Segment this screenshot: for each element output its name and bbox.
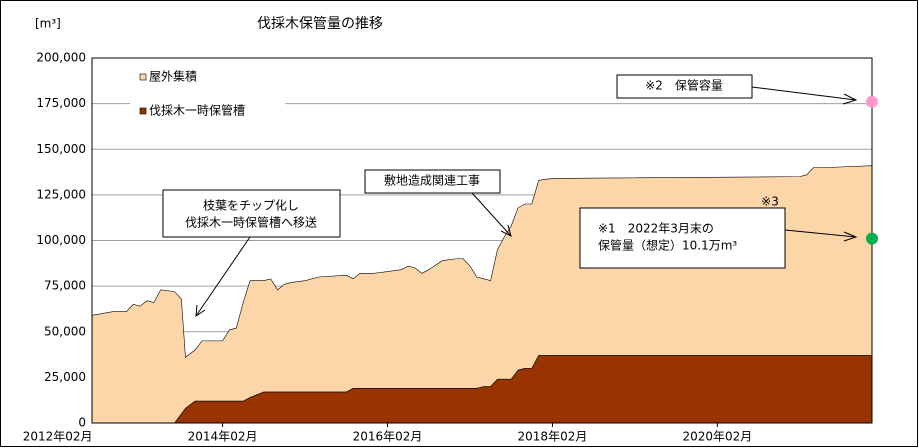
y-tick-label: 200,000 bbox=[36, 51, 86, 65]
chart-title: 伐採木保管量の推移 bbox=[257, 16, 383, 32]
annotation-box bbox=[579, 207, 786, 269]
annotation-text: ※3 bbox=[761, 195, 779, 209]
arrow-head bbox=[195, 304, 206, 317]
annotation-text: ※2 保管容量 bbox=[645, 78, 723, 93]
legend-box bbox=[130, 62, 285, 130]
annotation-box bbox=[616, 74, 753, 99]
arrow bbox=[471, 192, 512, 237]
y-tick-label: 175,000 bbox=[36, 96, 86, 110]
x-tick-label: 2018年02月 bbox=[518, 430, 588, 444]
x-tick-label: 2016年02月 bbox=[353, 430, 423, 444]
y-tick-label: 75,000 bbox=[44, 279, 86, 293]
arrow bbox=[195, 236, 251, 317]
legend-swatch bbox=[139, 73, 147, 81]
arrow-head bbox=[842, 93, 858, 105]
annotation-text: 保管量（想定）10.1万m³ bbox=[598, 238, 737, 253]
arrow-head bbox=[843, 231, 858, 242]
annotation-box bbox=[364, 169, 501, 194]
arrow-head bbox=[500, 224, 512, 237]
x-tick-label: 2020年02月 bbox=[682, 430, 752, 444]
marker-point bbox=[866, 232, 878, 245]
annotation-box bbox=[162, 189, 341, 238]
x-tick-label: 2012年02月 bbox=[23, 430, 93, 444]
y-tick-label: 100,000 bbox=[36, 233, 86, 247]
arrow bbox=[751, 86, 857, 101]
y-tick-label: 25,000 bbox=[44, 370, 86, 384]
legend-swatch bbox=[139, 107, 147, 115]
y-tick-label: 50,000 bbox=[44, 324, 86, 338]
annotation-text: 敷地造成関連工事 bbox=[384, 173, 480, 188]
y-tick-label: 125,000 bbox=[36, 187, 86, 201]
legend-label: 屋外集積 bbox=[149, 69, 197, 84]
annotation-text: 枝葉をチップ化し bbox=[203, 198, 299, 213]
x-tick-label: 2014年02月 bbox=[188, 430, 258, 444]
legend-label: 伐採木一時保管槽 bbox=[149, 103, 245, 118]
unit-label: [m³] bbox=[35, 17, 61, 31]
annotation-text: ※1 2022年3月末の bbox=[598, 222, 714, 236]
y-tick-label: 0 bbox=[78, 416, 86, 430]
y-tick-label: 150,000 bbox=[36, 142, 86, 156]
marker-point bbox=[866, 95, 878, 108]
annotation-text: 伐採木一時保管槽へ移送 bbox=[185, 215, 317, 230]
arrow bbox=[784, 229, 857, 238]
